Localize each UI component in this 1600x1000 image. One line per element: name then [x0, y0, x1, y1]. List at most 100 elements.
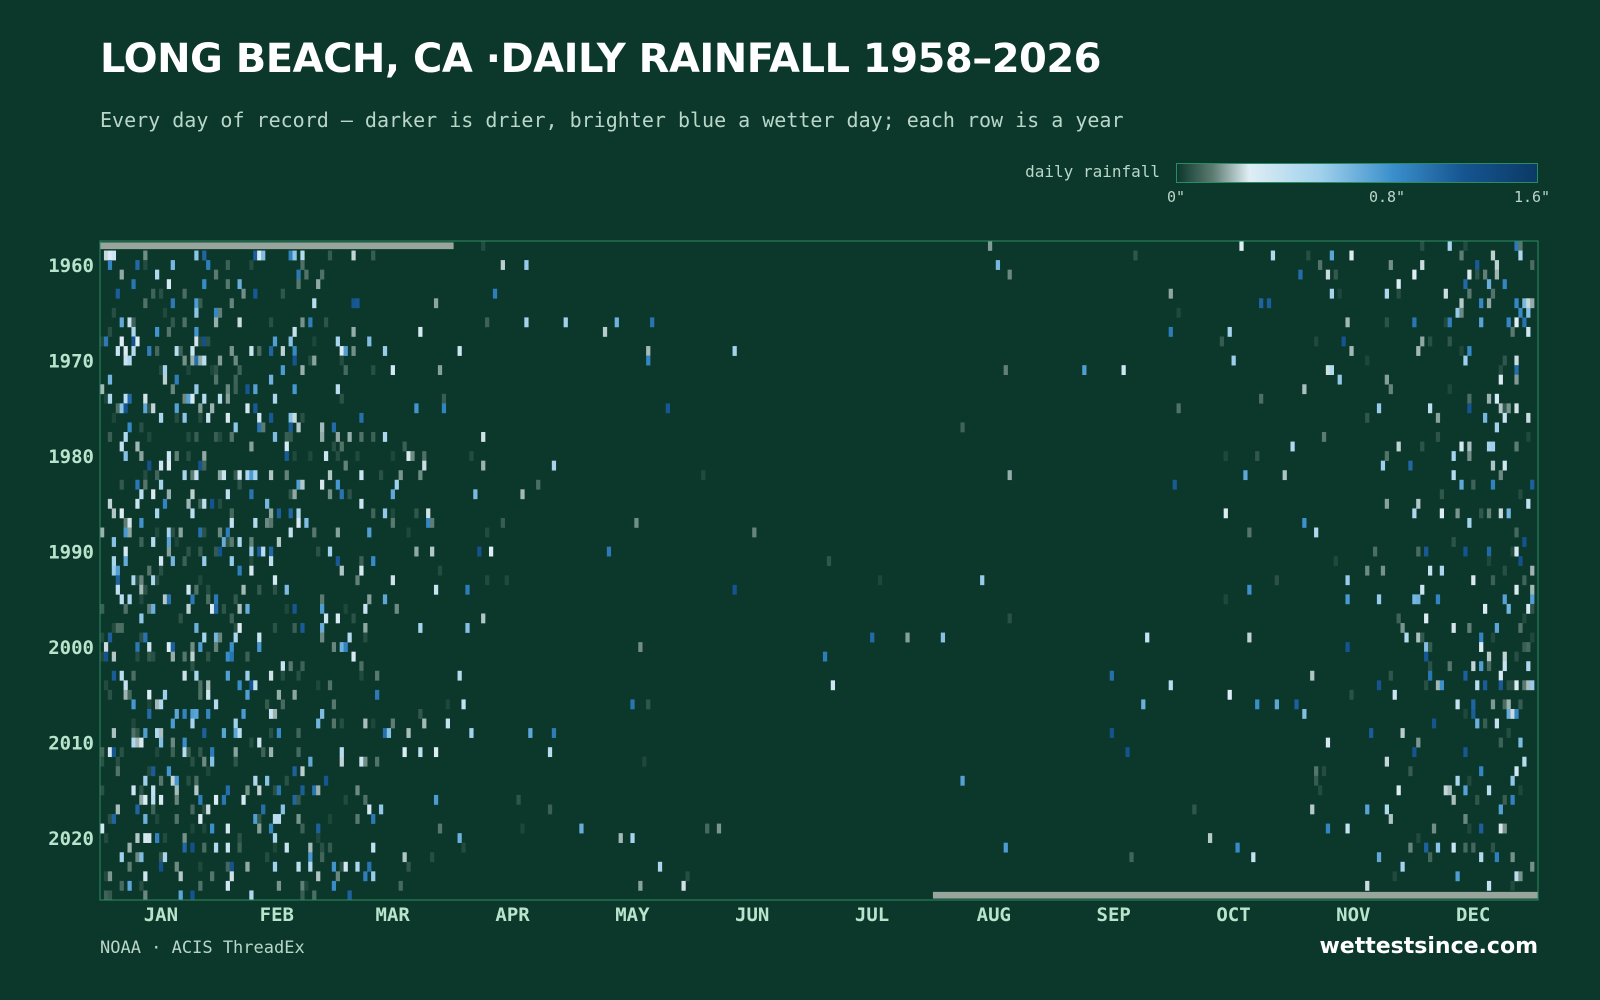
rain-day-cell: [280, 365, 285, 376]
rain-day-cell: [1231, 355, 1236, 366]
rain-day-cell: [268, 374, 274, 385]
rain-day-cell: [1416, 346, 1421, 356]
rain-day-cell: [1388, 670, 1393, 681]
rain-day-cell: [1239, 241, 1244, 251]
rain-day-cell: [327, 814, 333, 824]
rain-day-cell: [312, 336, 317, 347]
rain-day-cell: [213, 269, 219, 280]
no-data-band: [100, 242, 454, 250]
rain-day-cell: [500, 260, 505, 270]
rain-day-cell: [190, 718, 195, 729]
rain-day-cell: [371, 508, 376, 519]
rain-day-cell: [284, 584, 289, 595]
rain-day-cell: [190, 756, 195, 767]
rain-day-cell: [119, 670, 124, 681]
rain-day-cell: [359, 756, 364, 767]
rain-day-cell: [123, 689, 128, 700]
rain-day-cell: [162, 852, 168, 863]
rain-day-cell: [536, 479, 541, 490]
rain-day-cell: [547, 747, 553, 758]
rain-day-cell: [351, 346, 356, 356]
rain-day-cell: [272, 575, 278, 586]
rain-day-cell: [355, 451, 360, 461]
rain-day-cell: [268, 412, 274, 423]
rain-day-cell: [335, 613, 340, 624]
rain-day-cell: [1530, 861, 1535, 872]
rain-day-cell: [284, 842, 289, 853]
rain-day-cell: [520, 489, 525, 500]
rain-day-cell: [174, 537, 179, 547]
rain-day-cell: [339, 861, 344, 872]
rain-day-cell: [1447, 661, 1452, 672]
rain-day-cell: [469, 728, 474, 738]
month-label-mar: MAR: [376, 904, 411, 926]
rain-day-cell: [268, 317, 274, 328]
rain-day-cell: [877, 575, 883, 586]
rain-day-cell: [1494, 269, 1500, 280]
rain-day-cell: [327, 470, 333, 481]
rain-day-cell: [367, 527, 372, 538]
rain-day-cell: [217, 527, 223, 538]
rain-day-cell: [229, 346, 234, 356]
rain-day-cell: [155, 575, 160, 586]
rain-day-cell: [485, 317, 490, 328]
rain-day-cell: [143, 584, 148, 595]
rain-day-cell: [359, 432, 364, 442]
rain-day-cell: [1471, 842, 1476, 853]
rain-day-cell: [272, 623, 278, 633]
rain-day-cell: [190, 842, 195, 853]
rain-day-cell: [1259, 298, 1264, 309]
rain-day-cell: [1427, 661, 1433, 672]
rain-day-cell: [190, 508, 195, 519]
rain-day-cell: [174, 814, 179, 824]
rain-day-cell: [143, 403, 148, 414]
rain-day-cell: [1526, 326, 1531, 337]
rain-day-cell: [367, 336, 372, 347]
rain-day-cell: [1467, 451, 1472, 461]
rain-day-cell: [320, 479, 325, 490]
rain-day-cell: [1463, 546, 1468, 557]
rain-day-cell: [1384, 317, 1389, 328]
rain-day-cell: [1427, 642, 1433, 652]
rain-day-cell: [1467, 623, 1472, 633]
rain-day-cell: [1530, 632, 1535, 643]
rain-day-cell: [1333, 556, 1338, 567]
rain-day-cell: [1420, 441, 1425, 452]
rain-day-cell: [143, 814, 148, 824]
rain-day-cell: [221, 603, 227, 614]
rain-day-cell: [323, 613, 329, 624]
rain-day-cell: [276, 508, 282, 519]
rain-day-cell: [296, 508, 301, 519]
rain-day-cell: [1522, 642, 1527, 652]
rain-day-cell: [194, 384, 199, 395]
rain-day-cell: [414, 546, 419, 557]
rain-day-cell: [681, 880, 686, 891]
rain-day-cell: [111, 623, 117, 633]
month-label-feb: FEB: [260, 904, 294, 926]
rain-day-cell: [237, 565, 242, 576]
rain-day-cell: [355, 575, 360, 586]
rain-day-cell: [135, 642, 140, 652]
rain-day-cell: [198, 460, 203, 471]
rain-day-cell: [147, 603, 152, 614]
rain-day-cell: [1290, 441, 1295, 452]
rain-day-cell: [1380, 565, 1386, 576]
rain-day-cell: [367, 861, 372, 872]
rain-day-cell: [221, 470, 227, 481]
rain-day-cell: [398, 880, 403, 891]
rain-day-cell: [1369, 728, 1374, 738]
rain-day-cell: [1384, 451, 1389, 461]
rain-day-cell: [123, 546, 128, 557]
rain-day-cell: [312, 890, 317, 901]
rain-day-cell: [316, 785, 321, 796]
rain-day-cell: [1514, 527, 1519, 538]
rain-day-cell: [296, 794, 301, 805]
rain-day-cell: [1463, 747, 1468, 758]
rain-day-cell: [351, 250, 356, 261]
rain-day-cell: [1227, 689, 1232, 700]
rain-day-cell: [233, 728, 238, 738]
rain-day-cell: [265, 498, 270, 509]
rain-day-cell: [253, 288, 258, 299]
rain-day-cell: [257, 814, 262, 824]
rain-day-cell: [225, 412, 230, 423]
